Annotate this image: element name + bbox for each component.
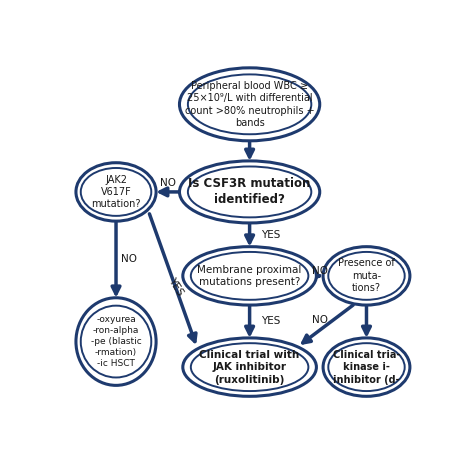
Text: NO: NO <box>121 255 137 264</box>
Ellipse shape <box>183 246 317 305</box>
Text: Clinical trial with
JAK inhibitor
(ruxolitinib): Clinical trial with JAK inhibitor (ruxol… <box>200 350 300 384</box>
Text: YES: YES <box>261 230 281 240</box>
Ellipse shape <box>180 161 320 223</box>
Text: Presence of
muta-
tions?: Presence of muta- tions? <box>338 258 395 293</box>
Text: NO: NO <box>312 315 328 325</box>
Ellipse shape <box>323 246 410 305</box>
Text: JAK2
V617F
mutation?: JAK2 V617F mutation? <box>91 174 141 210</box>
Text: Membrane proximal
mutations present?: Membrane proximal mutations present? <box>197 264 302 287</box>
Ellipse shape <box>323 338 410 396</box>
Text: -oxyurea
-ron-alpha
-pe (blastic
-rmation)
-ic HSCT: -oxyurea -ron-alpha -pe (blastic -rmatio… <box>91 315 141 368</box>
Ellipse shape <box>76 298 156 385</box>
Text: YES: YES <box>261 317 281 327</box>
Text: Is CSF3R mutation
identified?: Is CSF3R mutation identified? <box>189 177 311 206</box>
Text: NO: NO <box>312 266 328 276</box>
Ellipse shape <box>76 163 156 221</box>
Ellipse shape <box>180 68 320 141</box>
Text: YES: YES <box>167 276 185 298</box>
Ellipse shape <box>183 338 317 396</box>
Text: Peripheral blood WBC ≥
25×10⁹/L with differential
count >80% neutrophils +
bands: Peripheral blood WBC ≥ 25×10⁹/L with dif… <box>185 81 314 128</box>
Text: NO: NO <box>160 178 176 188</box>
Text: Clinical tria-
kinase i-
inhibitor (d-: Clinical tria- kinase i- inhibitor (d- <box>333 350 400 384</box>
